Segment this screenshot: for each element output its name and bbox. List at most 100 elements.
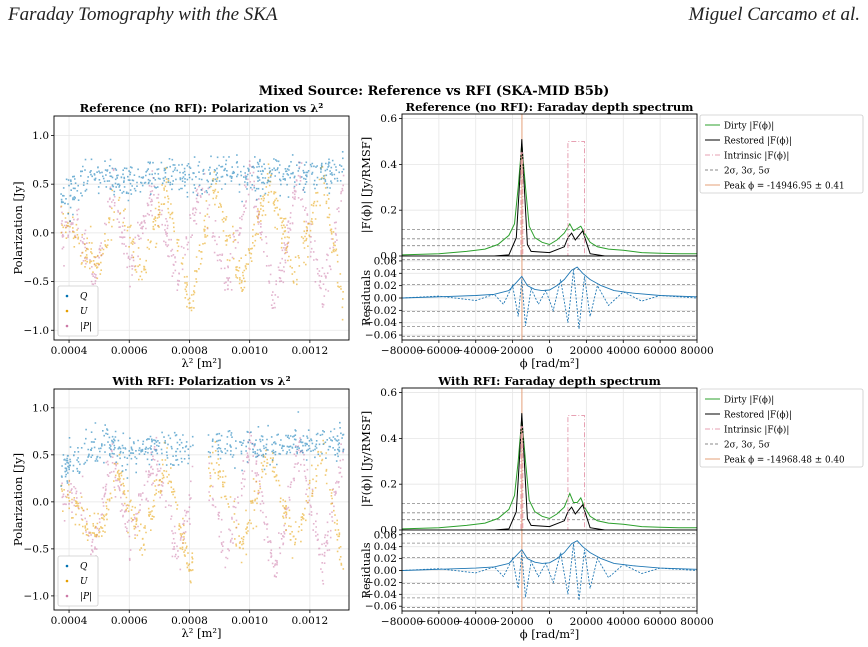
y-tick-label: 0.06	[374, 255, 398, 267]
panel-1: 0.0 0.2 0.4 0.6 Reference (no RFI): Faraday …	[359, 100, 864, 263]
y-tick-label: −0.02	[365, 577, 397, 589]
running-header-right: Miguel Carcamo et al.	[688, 4, 860, 25]
x-tick-label: −40000	[455, 345, 497, 357]
scatter-points	[60, 160, 345, 309]
running-header-left: Faraday Tomography with the SKA	[8, 4, 278, 25]
y-tick-label: 0.00	[374, 565, 397, 577]
series-residual	[401, 266, 698, 299]
panel-title: Reference (no RFI): Faraday depth spectr…	[406, 100, 694, 114]
x-tick-label: −80000	[381, 616, 423, 628]
x-tick-label: −20000	[492, 345, 534, 357]
legend-label: |P|	[80, 322, 92, 332]
panel-title: With RFI: Faraday depth spectrum	[437, 374, 661, 388]
y-tick-label: 0.0	[380, 525, 397, 537]
plot-frame	[53, 388, 350, 611]
legend-label: Peak ϕ = -14946.95 ± 0.41	[724, 182, 845, 192]
y-tick-label: −0.02	[365, 305, 397, 317]
x-tick-label: 0.0004	[51, 345, 88, 357]
y-tick-label: 0.2	[380, 205, 397, 217]
legend-label: Q	[80, 292, 88, 302]
series-U	[60, 163, 344, 321]
series-residual	[401, 543, 698, 601]
y-tick-label: 1.0	[32, 130, 49, 142]
y-tick-label: 0.5	[32, 179, 49, 191]
legend-label: |P|	[80, 592, 92, 602]
series-P	[60, 160, 345, 309]
x-tick-label: 0.0004	[51, 615, 88, 627]
x-tick-label: 0.0008	[171, 345, 208, 357]
x-tick-label: 20000	[570, 616, 603, 628]
legend: Dirty |F(ϕ)| Restored |F(ϕ)| Intrinsic |F(…	[699, 114, 864, 194]
x-tick-label: 0.0010	[231, 345, 268, 357]
x-tick-label: 0.0008	[171, 615, 208, 627]
y-tick-label: 0.6	[380, 113, 397, 125]
series-intrinsic	[402, 141, 697, 257]
legend-label: Intrinsic |F(ϕ)|	[724, 425, 789, 436]
y-tick-label: 0.02	[374, 553, 397, 565]
panel-0: −1.0 −0.5 0.0 0.5 1.0 0.0004 0.0006 0.0008 0.001…	[11, 101, 350, 370]
x-tick-label: 0	[546, 616, 553, 628]
plot-frame	[53, 115, 350, 341]
panel-title: With RFI: Polarization vs λ²	[111, 374, 290, 388]
legend-marker	[65, 564, 69, 568]
series-P	[61, 432, 345, 585]
x-tick-label: 20000	[570, 345, 603, 357]
x-tick-label: 40000	[607, 616, 640, 628]
legend-marker	[65, 579, 69, 583]
x-tick-label: −40000	[455, 616, 497, 628]
y-tick-label: 0.2	[380, 479, 397, 491]
y-tick-label: 0.00	[374, 293, 397, 305]
scatter-points	[60, 151, 345, 222]
scatter-layer	[60, 411, 345, 585]
y-tick-label: 0.0	[32, 496, 49, 508]
legend-label: Peak ϕ = -14968.48 ± 0.40	[724, 456, 845, 466]
x-tick-label: −60000	[418, 616, 460, 628]
legend-label: Intrinsic |F(ϕ)|	[724, 151, 789, 162]
figure-suptitle: Mixed Source: Reference vs RFI (SKA-MID …	[259, 84, 609, 99]
legend-label: U	[80, 577, 88, 587]
x-tick-label: 80000	[680, 616, 713, 628]
legend-box	[699, 388, 864, 468]
panel-4: 0.0 0.2 0.4 0.6 With RFI: Faraday depth spec…	[359, 374, 864, 537]
panel-2: −0.06−0.04−0.020.000.020.040.06 −80000−60…	[359, 255, 714, 370]
y-tick-label: 0.5	[32, 449, 49, 461]
legend: QU |P|	[57, 555, 99, 607]
y-tick-label: 0.04	[374, 268, 398, 280]
y-tick-label: 0.04	[374, 541, 398, 553]
legend: Dirty |F(ϕ)| Restored |F(ϕ)| Intrinsic |F(…	[699, 388, 864, 468]
legend-marker	[65, 309, 69, 313]
legend-marker	[65, 324, 69, 328]
legend-label: Restored |F(ϕ)|	[724, 410, 792, 421]
y-tick-label: −1.0	[24, 325, 50, 337]
x-axis-label: λ² [m²]	[181, 626, 221, 640]
legend: QU |P|	[57, 285, 99, 337]
panel-title: Reference (no RFI): Polarization vs λ²	[80, 101, 324, 115]
legend-label: Restored |F(ϕ)|	[724, 136, 792, 147]
plot-frame	[401, 255, 698, 341]
y-tick-label: −0.04	[365, 589, 397, 601]
y-tick-label: 0.06	[374, 529, 398, 541]
scatter-points	[60, 163, 344, 321]
series-residual	[401, 270, 698, 329]
legend-box	[699, 114, 864, 194]
legend-marker	[65, 594, 69, 598]
y-tick-label: −0.5	[24, 276, 50, 288]
y-axis-label: Residuals	[359, 270, 373, 326]
legend-label: Dirty |F(ϕ)|	[724, 121, 774, 132]
y-tick-label: 0.6	[380, 387, 397, 399]
y-tick-label: −0.06	[365, 330, 397, 342]
plot-area	[54, 116, 349, 340]
legend-label: U	[80, 307, 88, 317]
x-tick-label: 0.0012	[291, 345, 328, 357]
series-Q	[60, 151, 345, 222]
series-dirty	[401, 143, 697, 256]
panel-5: −0.06−0.04−0.020.000.020.040.06 −80000−60…	[359, 529, 714, 641]
legend-label: Q	[80, 562, 88, 572]
y-axis-label: Polarization [Jy]	[11, 181, 25, 274]
y-tick-label: 1.0	[32, 402, 49, 414]
series-restored	[402, 413, 697, 531]
y-tick-label: −0.5	[24, 543, 50, 555]
y-tick-label: 0.0	[32, 227, 49, 239]
series-restored	[402, 139, 697, 257]
